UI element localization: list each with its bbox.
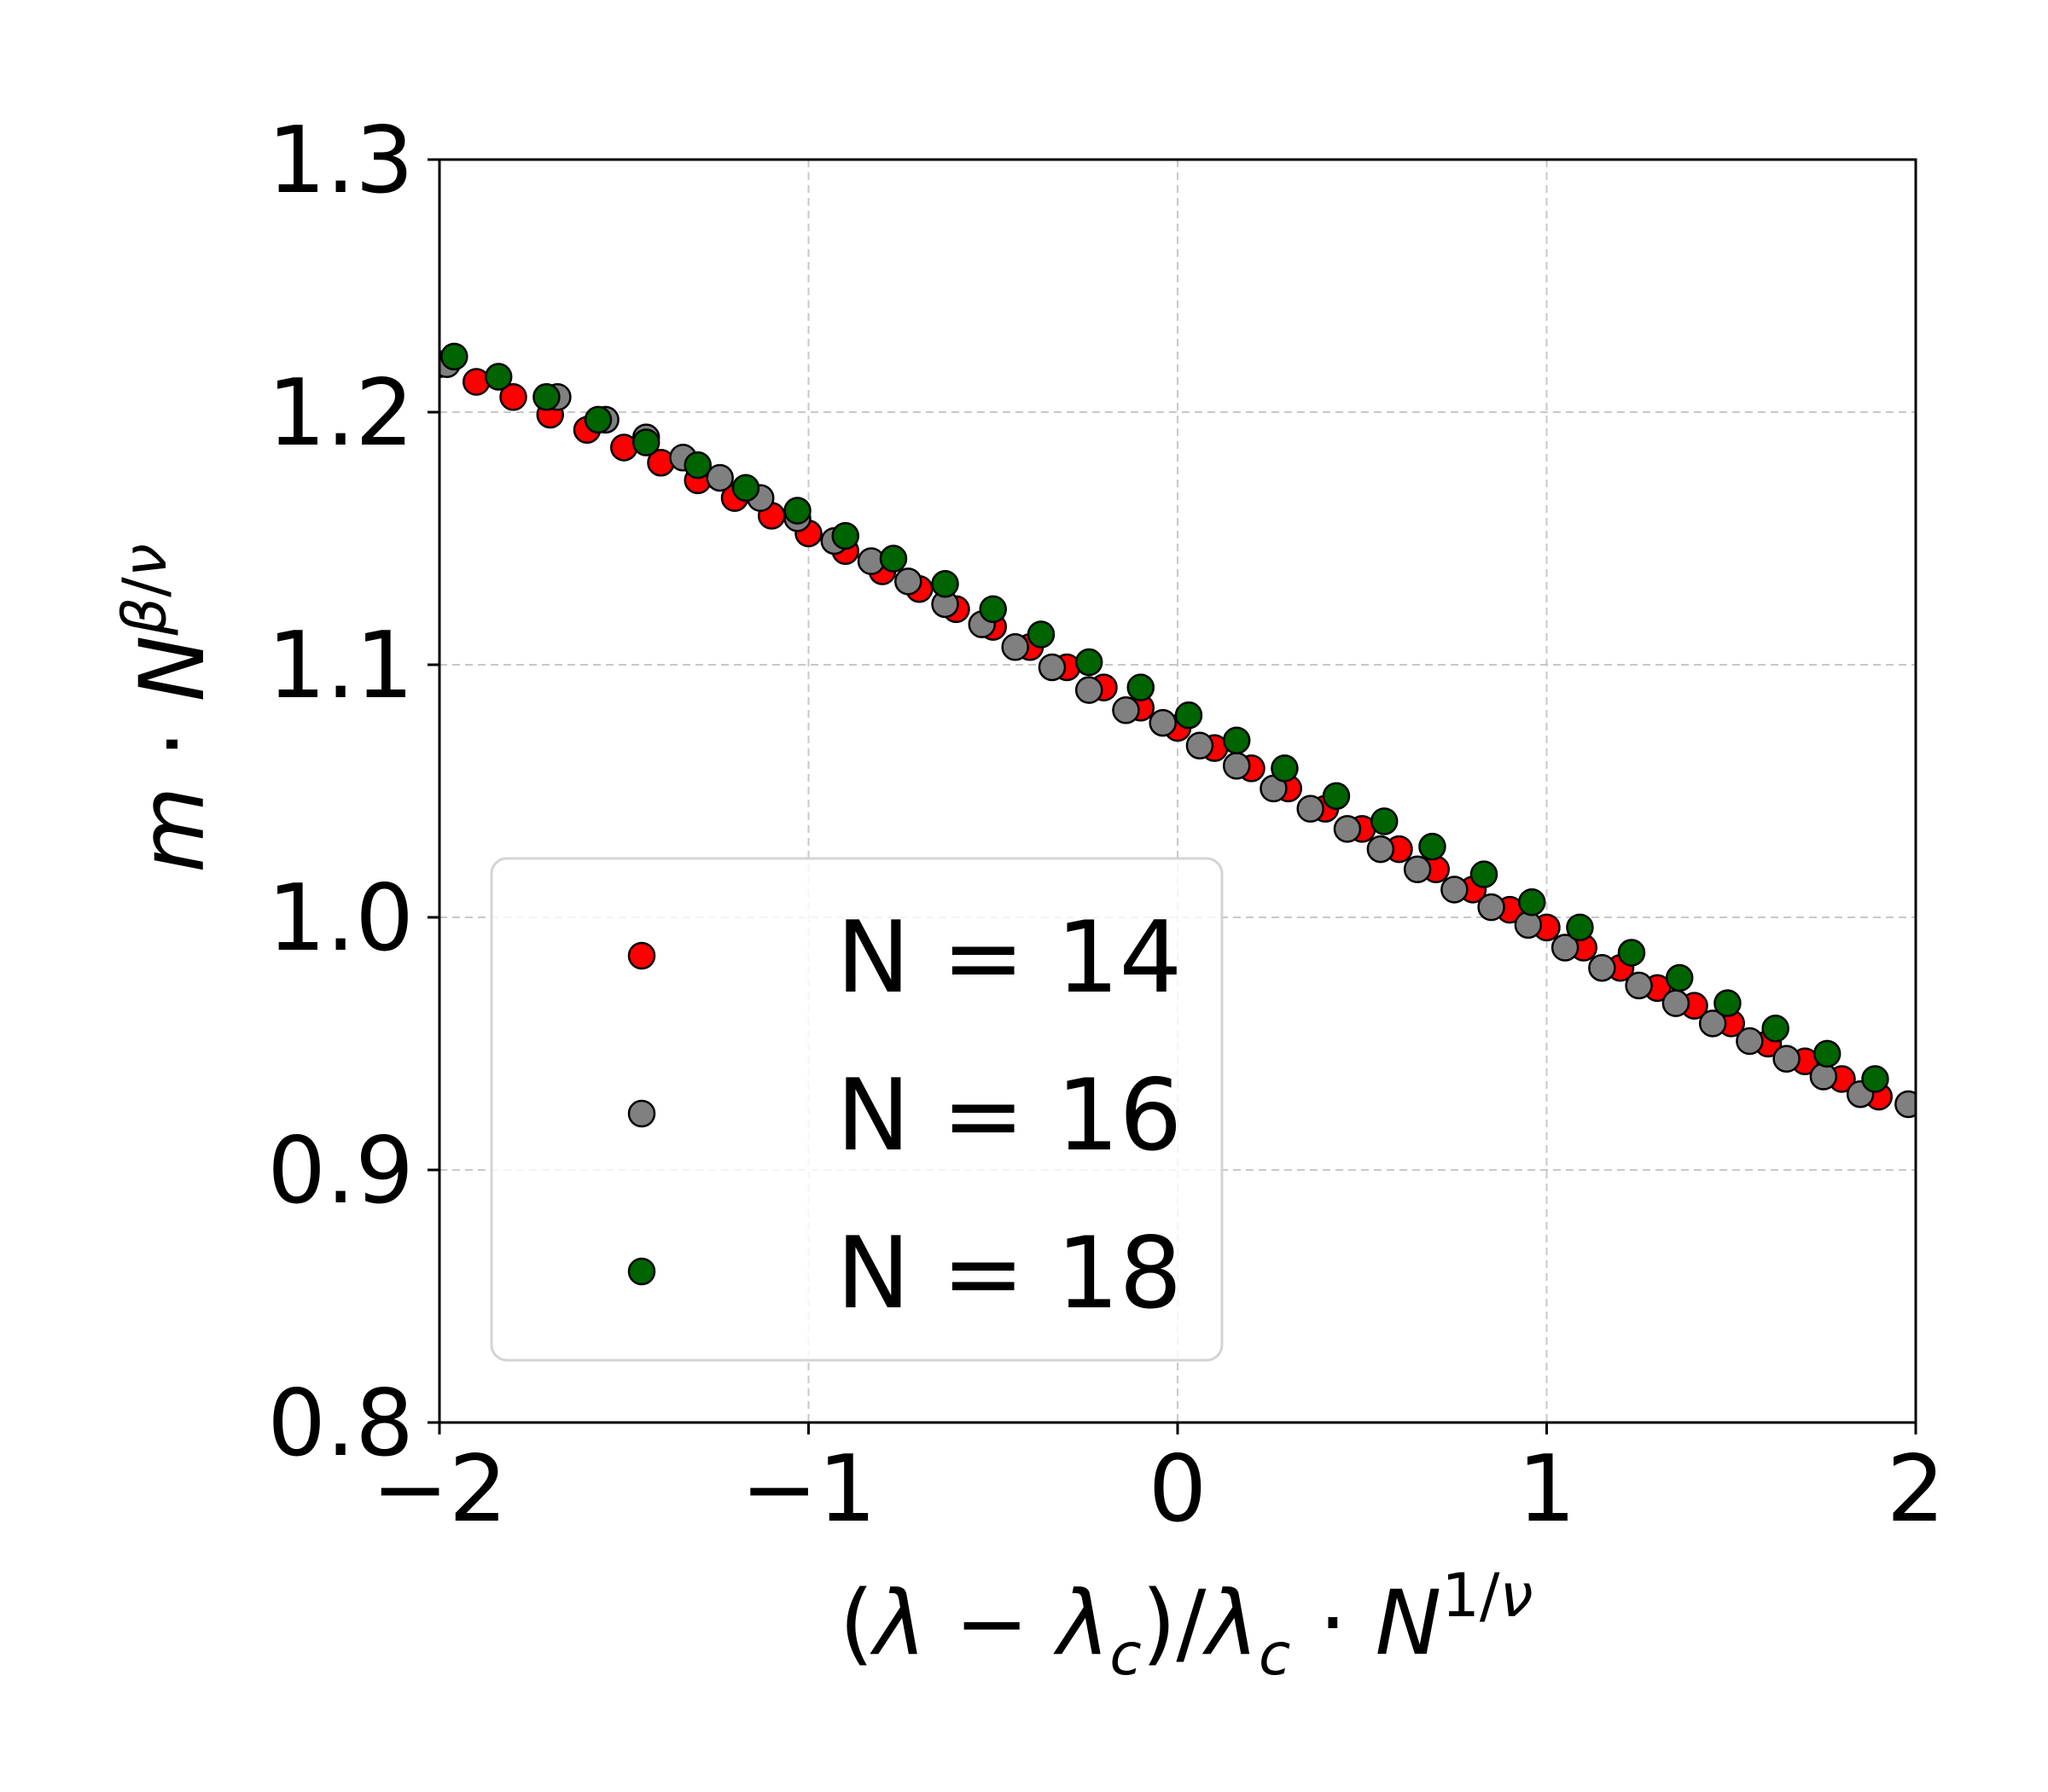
data-point-n16 [894, 567, 922, 596]
legend: N = 14 N = 16 N = 18 [490, 857, 1224, 1362]
data-point-n18 [1027, 620, 1056, 649]
data-point-n18 [831, 521, 859, 550]
data-point-n16 [1736, 1027, 1764, 1056]
data-point-n18 [979, 595, 1007, 624]
legend-marker [627, 1257, 656, 1286]
data-point-n16 [1894, 1090, 1916, 1119]
data-point-n18 [1713, 989, 1742, 1017]
data-point-n18 [1271, 754, 1299, 783]
axis-ticks: −2 −1 0 1 2 0.8 0.9 1.0 1.1 1.2 1.3 [267, 108, 1945, 1543]
data-point-n18 [440, 342, 468, 371]
legend-label: N = 14 [836, 900, 1182, 1015]
data-point-n18 [731, 474, 760, 503]
data-point-n14 [499, 382, 527, 411]
data-point-n16 [1074, 676, 1103, 704]
data-point-n18 [1861, 1065, 1889, 1093]
data-point-n18 [1517, 887, 1546, 916]
data-point-n18 [879, 544, 908, 573]
data-point-n16 [1440, 876, 1469, 904]
y-tick-label: 1.1 [267, 613, 414, 719]
data-point-n18 [1665, 963, 1694, 992]
data-point-n16 [1185, 731, 1214, 759]
y-tick-label: 0.9 [267, 1118, 414, 1225]
data-point-n16 [1038, 653, 1067, 682]
data-point-n16 [1514, 911, 1543, 940]
data-point-n18 [484, 363, 513, 391]
data-point-n18 [631, 428, 660, 457]
data-points [439, 342, 1916, 1119]
y-tick-label: 1.0 [267, 865, 414, 972]
data-point-n18 [584, 405, 613, 434]
legend-marker [627, 941, 656, 970]
data-point-n16 [1149, 708, 1177, 737]
y-axis-title: m · Nβ/ν [110, 544, 224, 873]
data-point-n16 [1112, 696, 1140, 724]
data-point-n18 [684, 451, 712, 480]
legend-label: N = 18 [836, 1216, 1182, 1331]
x-tick-label: 0 [1149, 1436, 1207, 1543]
y-tick-label: 1.3 [267, 108, 414, 214]
data-point-n16 [1222, 752, 1251, 780]
data-point-n18 [1418, 832, 1446, 861]
y-tick-label: 0.8 [267, 1370, 414, 1477]
data-point-n18 [1566, 913, 1594, 942]
data-point-n18 [783, 497, 812, 525]
data-point-n18 [532, 382, 561, 411]
data-point-n18 [1322, 782, 1351, 811]
data-point-n16 [1588, 953, 1616, 982]
legend-label: N = 16 [836, 1058, 1182, 1173]
data-point-n16 [1809, 1062, 1838, 1091]
data-point-n18 [1469, 860, 1498, 888]
data-point-n18 [1074, 648, 1103, 677]
data-point-n18 [931, 570, 959, 598]
data-point-n16 [1333, 815, 1362, 843]
data-point-n16 [1551, 934, 1580, 962]
data-point-n16 [1403, 855, 1432, 884]
data-point-n18 [1617, 939, 1646, 967]
data-point-n16 [1698, 1009, 1727, 1038]
data-point-n16 [1625, 971, 1653, 1000]
data-point-n16 [1772, 1044, 1801, 1073]
data-point-n18 [1370, 807, 1399, 835]
x-tick-label: 1 [1517, 1436, 1576, 1543]
x-axis-title: (λ − λc)/λc · N1/ν [839, 1561, 1533, 1689]
data-point-n16 [1296, 794, 1324, 823]
data-point-n18 [1126, 673, 1155, 701]
legend-marker [627, 1099, 656, 1128]
data-point-n18 [1812, 1039, 1841, 1068]
x-tick-label: −2 [371, 1436, 507, 1543]
data-point-n16 [1477, 893, 1505, 922]
x-tick-label: −1 [741, 1436, 876, 1543]
data-point-n16 [1661, 989, 1690, 1017]
data-point-n16 [1366, 835, 1395, 864]
legend-items: N = 14 N = 16 N = 18 [627, 900, 1182, 1331]
data-point-n16 [1001, 633, 1029, 661]
x-tick-label: 2 [1887, 1436, 1946, 1543]
data-point-n16 [706, 463, 734, 492]
data-point-n18 [1761, 1014, 1789, 1043]
legend-box [490, 857, 1224, 1362]
y-tick-label: 1.2 [267, 360, 414, 467]
data-point-n18 [1222, 726, 1251, 755]
data-point-n18 [1174, 701, 1203, 730]
